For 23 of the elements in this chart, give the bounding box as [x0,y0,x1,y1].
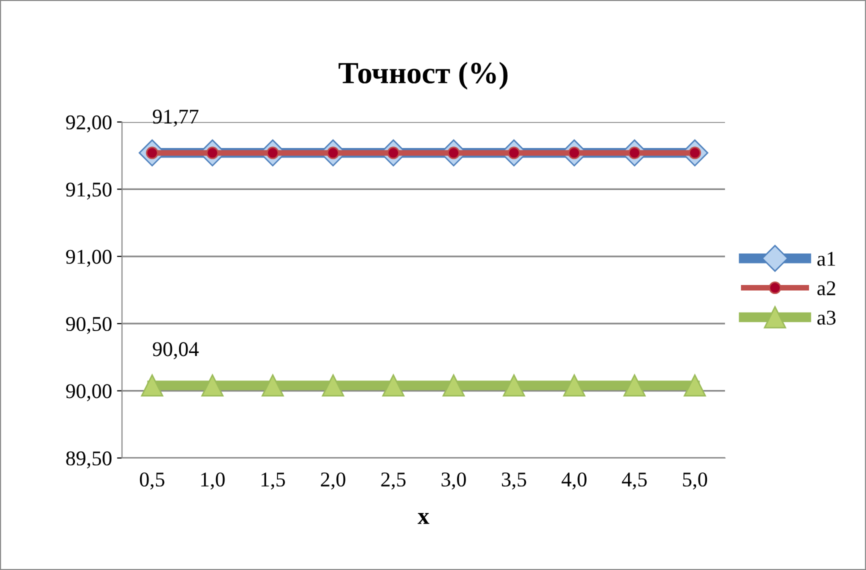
y-tick-label: 92,00 [66,115,112,132]
x-tick-label: 0,5 [140,472,164,490]
x-tick-label: 2,5 [381,472,406,490]
annotation: 90,04 [152,342,199,360]
chart-title: Точност (%) [338,62,508,90]
legend-label: a3 [817,310,836,325]
legend-label: a2 [817,281,836,296]
x-tick-label: 2,0 [320,472,346,490]
y-tick-label: 90,50 [66,316,112,334]
y-tick-label: 91,00 [66,250,112,267]
x-tick-label: 1,5 [262,472,285,490]
annotation: 91,77 [152,110,198,127]
x-axis-title: x [418,512,430,524]
x-tick-label: 1,0 [201,472,225,490]
x-tick-label: 3,5 [502,472,526,490]
y-tick-label: 91,50 [66,182,112,200]
y-tick-label: 89,50 [66,451,112,468]
y-tick-label: 90,00 [66,384,112,402]
x-tick-label: 3,0 [442,472,466,490]
x-tick-label: 4,0 [562,472,586,490]
x-tick-label: 4,5 [622,472,647,490]
x-tick-label: 5,0 [683,472,708,490]
legend-label: a1 [817,252,836,266]
